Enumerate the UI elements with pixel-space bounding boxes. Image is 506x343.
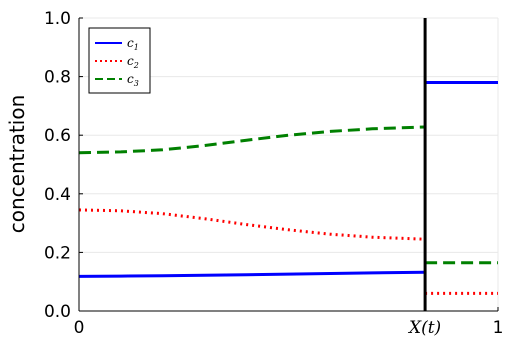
axes: [78, 18, 498, 312]
x-tick-label-2: 1: [493, 318, 504, 338]
y-tick-label-1: 0.2: [44, 243, 71, 263]
series-3-segment-1: [78, 125, 426, 155]
y-tick-label-0: 0.0: [44, 302, 71, 322]
y-tick-label-5: 1.0: [44, 9, 71, 29]
series-2-segment-1: [78, 208, 426, 241]
y-axis-title: concentration: [5, 95, 29, 234]
legend-label-2: c2: [127, 54, 139, 70]
series-1-segment-1: [78, 270, 426, 278]
x-tick-label-1: X(t): [407, 318, 441, 338]
series-layer: [78, 81, 498, 295]
legend-label-1: c1: [127, 36, 139, 52]
y-tick-label-2: 0.4: [44, 185, 71, 205]
y-tick-label-4: 0.8: [44, 68, 71, 88]
tick-labels: 0.0 0.2 0.4 0.6 0.8 1.0 0 X(t) 1: [44, 9, 503, 338]
legend-label-3: c3: [127, 72, 139, 88]
legend-box: [88, 27, 151, 94]
x-tick-label-0: 0: [74, 318, 85, 338]
legend: c1 c2 c3: [88, 27, 151, 94]
y-tick-label-3: 0.6: [44, 126, 71, 146]
